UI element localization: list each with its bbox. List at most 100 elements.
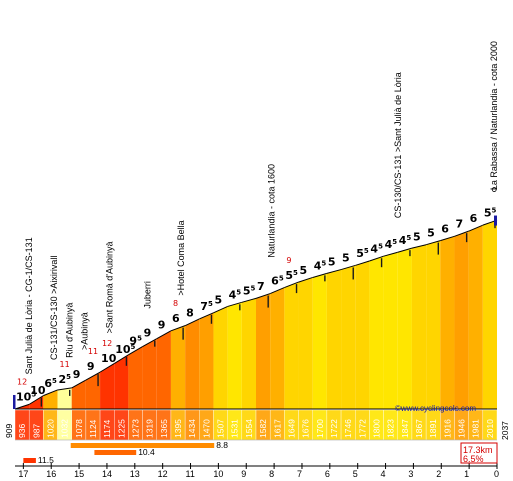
summary-box xyxy=(460,442,498,464)
profile-outline xyxy=(340,264,356,271)
profile-outline xyxy=(468,224,484,232)
profile-segment xyxy=(241,298,256,409)
gradient-label: 8 xyxy=(186,306,194,319)
km-label: 7 xyxy=(297,469,302,479)
profile-segment xyxy=(100,363,115,409)
km-label: 8 xyxy=(269,469,274,479)
gradient-label: 9 xyxy=(87,360,95,373)
altitude-label: 1273 xyxy=(131,419,141,438)
profile-outline xyxy=(28,395,44,405)
gradient-label: 6 xyxy=(441,222,449,235)
profile-outline xyxy=(142,338,158,348)
altitude-label: 2010 xyxy=(485,419,495,438)
altitude-label: 1020 xyxy=(45,419,55,438)
place-label: >Aubinyà xyxy=(80,312,90,350)
profile-segment xyxy=(170,325,186,409)
profile-outline xyxy=(454,230,469,237)
altitude-label: 1649 xyxy=(286,419,296,438)
max-gradient-label: 8 xyxy=(173,299,178,308)
altitude-label: 1032 xyxy=(60,419,70,438)
km-label: 9 xyxy=(241,469,246,479)
gradient-label: 95 xyxy=(129,335,142,348)
gradient-label: 45 xyxy=(385,238,398,251)
summit-marker xyxy=(494,215,497,226)
place-label: Riu d'Aubinyà xyxy=(64,303,74,358)
profile-outline xyxy=(241,297,257,303)
gradient-label: 105 xyxy=(16,391,36,404)
steepest-segment-bar xyxy=(70,443,215,448)
gradient-label: 9 xyxy=(144,327,152,340)
km-label: 10 xyxy=(213,469,223,479)
profile-segment xyxy=(156,330,171,409)
gradient-label: 6 xyxy=(172,312,180,325)
altitude-label: 1554 xyxy=(244,419,254,438)
profile-segment xyxy=(114,354,129,409)
profile-segment xyxy=(341,265,356,409)
km-label: 3 xyxy=(408,469,413,479)
altitude-label: 1700 xyxy=(315,419,325,438)
place-label: CS-130/CS-131 >Sant Julià de Lòria xyxy=(393,72,403,218)
km-label: 5 xyxy=(353,469,358,479)
profile-outline xyxy=(255,293,271,299)
altitude-label: 1746 xyxy=(343,419,353,438)
altitude-label: 1676 xyxy=(301,419,311,438)
gradient-label: 55 xyxy=(285,269,298,282)
profile-outline xyxy=(284,281,299,289)
steepest-segment-bar xyxy=(94,450,137,455)
altitude-label: 936 xyxy=(17,424,27,438)
profile-outline xyxy=(57,387,72,391)
km-label: 17 xyxy=(18,469,28,479)
altitude-label: 1916 xyxy=(442,419,452,438)
max-gradient-label: 12 xyxy=(102,339,112,348)
altitude-label: 1867 xyxy=(414,419,424,438)
place-label: >Hotel Coma Bella xyxy=(176,220,186,295)
profile-outline xyxy=(269,287,285,295)
profile-segment xyxy=(185,318,200,409)
km-label: 11 xyxy=(186,469,195,479)
profile-segment xyxy=(397,248,412,409)
steepest-segment-bars: 11.5 10.4 8.8 xyxy=(23,440,228,465)
place-label: La Rabassa / Naturlandia - cota 2000 xyxy=(489,41,499,190)
profile-segment xyxy=(468,225,483,409)
gradient-label: 45 xyxy=(229,288,242,301)
steepest-segment-value: 11.5 xyxy=(38,455,54,465)
profile-outline xyxy=(156,330,172,340)
gradient-label: 9 xyxy=(73,368,81,381)
altitude-label: 1722 xyxy=(329,419,339,438)
profile-segment xyxy=(355,260,370,409)
profile-outline xyxy=(43,389,58,397)
profile-segment xyxy=(128,346,143,409)
km-label: 14 xyxy=(102,469,112,479)
gradient-label: 5 xyxy=(413,230,421,243)
profile-outline xyxy=(312,272,328,278)
place-label: >Sant Romà d'Aubinyà xyxy=(105,242,115,334)
altitude-labels: 936 987 1020 1032 1078 1124 1174 1225 1273 1319 13… xyxy=(17,419,495,438)
altitude-label: 1531 xyxy=(230,419,240,438)
km-label: 16 xyxy=(46,469,56,479)
profile-outline xyxy=(128,346,143,356)
profile-outline xyxy=(383,251,398,257)
summit-point-marker xyxy=(491,187,497,192)
place-labels: Sant Julià de Lòria - CG-1/CS-131 CS-131/… xyxy=(24,41,499,374)
profile-outline xyxy=(71,379,87,389)
km-label: 13 xyxy=(130,469,140,479)
profile-segment xyxy=(284,282,299,409)
gradient-label: 45 xyxy=(370,243,383,256)
gradient-label: 10 xyxy=(101,352,117,365)
altitude-label: 1174 xyxy=(102,419,112,438)
gradient-label: 5 xyxy=(427,227,435,240)
profile-outline xyxy=(425,240,441,246)
gradient-label: 6 xyxy=(470,212,478,225)
gradient-label: 65 xyxy=(44,377,57,390)
profile-segment xyxy=(326,269,342,409)
profile-segment xyxy=(270,287,285,409)
profile-outline xyxy=(298,276,313,283)
km-label: 2 xyxy=(436,469,441,479)
profile-outline xyxy=(355,260,370,266)
profile-segment xyxy=(454,231,469,409)
profile-segment xyxy=(411,244,427,409)
summary-distance: 17.3km xyxy=(463,445,493,455)
km-label: 12 xyxy=(158,469,168,479)
altitude-label: 1225 xyxy=(116,419,126,438)
